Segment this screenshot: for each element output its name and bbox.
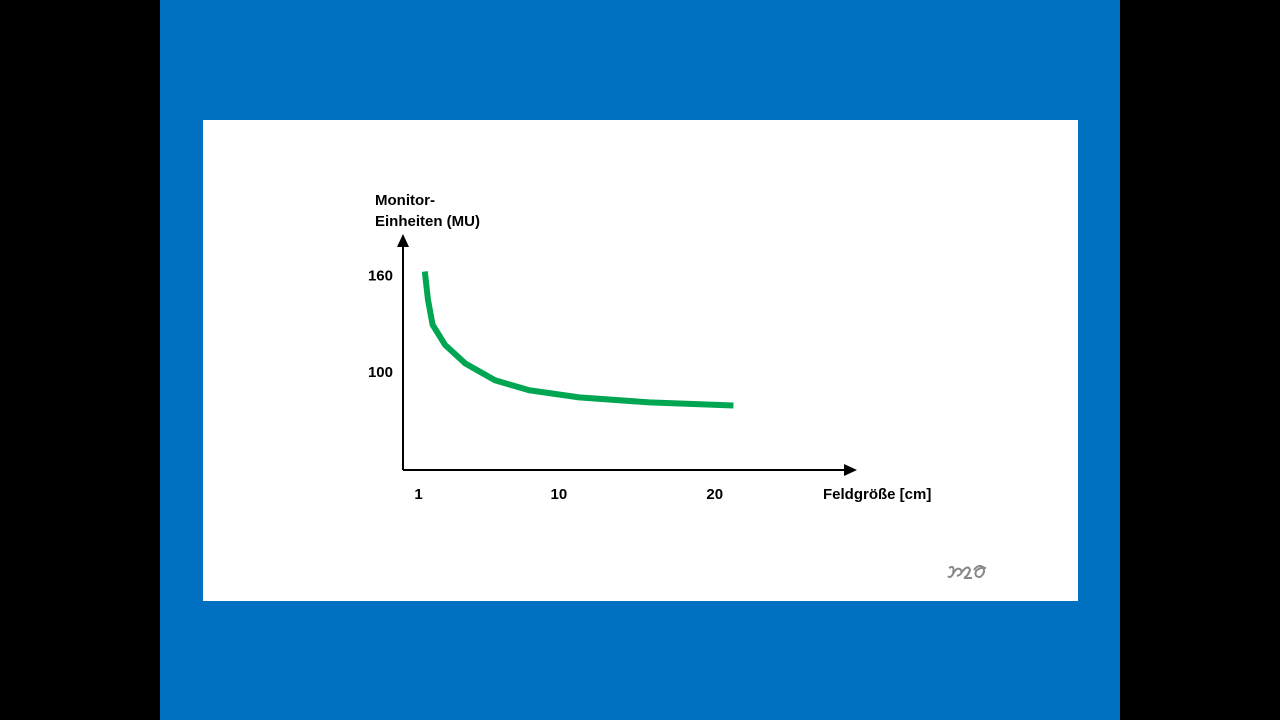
y-axis-arrow [397, 234, 409, 247]
slide-card [203, 120, 1078, 601]
x-tick-label: 1 [414, 486, 422, 503]
x-tick-label: 10 [551, 486, 568, 503]
signature [947, 565, 987, 579]
y-axis-label: Monitor- Einheiten (MU) [375, 192, 480, 230]
y-tick-label: 100 [368, 364, 393, 381]
y-tick-label: 160 [368, 267, 393, 284]
x-tick-label: 20 [706, 486, 723, 503]
x-axis-label: Feldgröße [cm] [823, 486, 931, 503]
data-line [421, 271, 734, 409]
x-axis-arrow [844, 464, 857, 476]
